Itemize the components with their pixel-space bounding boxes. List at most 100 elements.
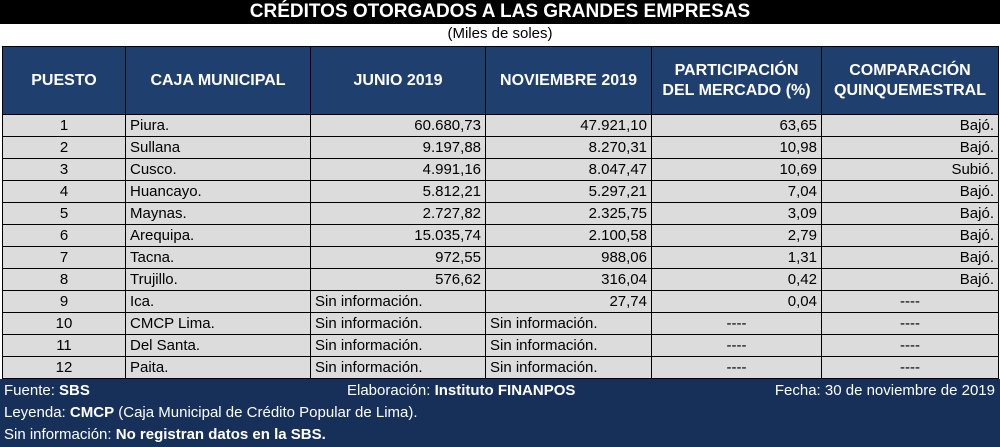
cell-participacion: 7,04: [651, 180, 822, 203]
cell-participacion: 63,65: [651, 114, 822, 137]
cell-caja: Ica.: [125, 290, 311, 313]
table-row: 5 Maynas. 2.727,82 2.325,75 3,09 Bajó.: [2, 202, 999, 225]
table-row: 6 Arequipa. 15.035,74 2.100,58 2,79 Bajó.: [2, 224, 999, 247]
cell-caja: Del Santa.: [125, 334, 311, 357]
cell-noviembre: 2.100,58: [485, 224, 652, 247]
leyenda-rest: (Caja Municipal de Crédito Popular de Li…: [118, 404, 418, 421]
cell-participacion: 1,31: [651, 246, 822, 269]
cell-participacion: 10,69: [651, 158, 822, 181]
fuente-label: Fuente:: [4, 382, 55, 399]
header-participacion-line1: PARTICIPACIÓN: [674, 61, 799, 79]
cell-comparacion: ----: [821, 290, 999, 313]
cell-junio: 15.035,74: [310, 224, 486, 247]
cell-participacion: 0,42: [651, 268, 822, 291]
cell-caja: Trujillo.: [125, 268, 311, 291]
cell-puesto: 12: [2, 356, 126, 379]
cell-comparacion: ----: [821, 312, 999, 335]
header-comparacion-line2: QUINQUEMESTRAL: [834, 81, 986, 99]
cell-comparacion: ----: [821, 356, 999, 379]
credits-table: PUESTO CAJA MUNICIPAL JUNIO 2019 NOVIEMB…: [2, 46, 999, 379]
footer-fecha: Fecha: 30 de noviembre de 2019: [774, 382, 995, 399]
table-row: 3 Cusco. 4.991,16 8.047,47 10,69 Subió.: [2, 158, 999, 181]
report-title: CRÉDITOS OTORGADOS A LAS GRANDES EMPRESA…: [0, 0, 1000, 24]
table-row: 2 Sullana 9.197,88 8.270,31 10,98 Bajó.: [2, 136, 999, 159]
cell-caja: Cusco.: [125, 158, 311, 181]
cell-caja: Piura.: [125, 114, 311, 137]
table-row: 11 Del Santa. Sin información. Sin informac…: [2, 334, 999, 357]
elaboracion-label: Elaboración:: [347, 382, 431, 399]
leyenda-bold: CMCP: [69, 404, 115, 421]
table-header-row: PUESTO CAJA MUNICIPAL JUNIO 2019 NOVIEMB…: [2, 46, 999, 115]
cell-participacion: 0,04: [651, 290, 822, 313]
cell-participacion: ----: [651, 334, 822, 357]
cell-noviembre: 2.325,75: [485, 202, 652, 225]
cell-participacion: 10,98: [651, 136, 822, 159]
header-comparacion: COMPARACIÓN QUINQUEMESTRAL: [821, 46, 999, 115]
cell-puesto: 8: [2, 268, 126, 291]
cell-junio: 5.812,21: [310, 180, 486, 203]
header-caja-municipal: CAJA MUNICIPAL: [125, 46, 311, 115]
header-participacion-line2: DEL MERCADO (%): [662, 81, 811, 99]
cell-comparacion: Bajó.: [821, 202, 999, 225]
table-row: 4 Huancayo. 5.812,21 5.297,21 7,04 Bajó.: [2, 180, 999, 203]
cell-junio: 60.680,73: [310, 114, 486, 137]
table-row: 7 Tacna. 972,55 988,06 1,31 Bajó.: [2, 246, 999, 269]
cell-puesto: 3: [2, 158, 126, 181]
header-comparacion-line1: COMPARACIÓN: [849, 61, 971, 79]
cell-puesto: 7: [2, 246, 126, 269]
cell-puesto: 4: [2, 180, 126, 203]
cell-junio: 972,55: [310, 246, 486, 269]
cell-puesto: 9: [2, 290, 126, 313]
header-junio-2019: JUNIO 2019: [310, 46, 486, 115]
cell-comparacion: Bajó.: [821, 246, 999, 269]
cell-junio: 2.727,82: [310, 202, 486, 225]
cell-caja: Paita.: [125, 356, 311, 379]
elaboracion-value: Instituto FINANPOS: [434, 382, 576, 399]
cell-comparacion: Bajó.: [821, 114, 999, 137]
report-subtitle: (Miles de soles): [0, 24, 1000, 46]
footer: Fuente: SBS Elaboración: Instituto FINAN…: [0, 379, 1000, 447]
sininfo-value: No registran datos en la SBS.: [115, 426, 326, 443]
table-row: 12 Paita. Sin información. Sin información.…: [2, 356, 999, 379]
cell-puesto: 5: [2, 202, 126, 225]
table-row: 8 Trujillo. 576,62 316,04 0,42 Bajó.: [2, 268, 999, 291]
cell-puesto: 10: [2, 312, 126, 335]
cell-participacion: 3,09: [651, 202, 822, 225]
cell-puesto: 11: [2, 334, 126, 357]
cell-caja: Huancayo.: [125, 180, 311, 203]
fuente-value: SBS: [59, 382, 90, 399]
footer-elaboracion: Elaboración: Instituto FINANPOS: [347, 381, 575, 401]
cell-comparacion: Bajó.: [821, 136, 999, 159]
header-participacion: PARTICIPACIÓN DEL MERCADO (%): [651, 46, 822, 115]
cell-noviembre: 8.270,31: [485, 136, 652, 159]
table-row: 9 Ica. Sin información. 27,74 0,04 ----: [2, 290, 999, 313]
cell-puesto: 1: [2, 114, 126, 137]
cell-noviembre: 988,06: [485, 246, 652, 269]
cell-comparacion: Subió.: [821, 158, 999, 181]
cell-noviembre: 47.921,10: [485, 114, 652, 137]
cell-participacion: 2,79: [651, 224, 822, 247]
table-body: 1 Piura. 60.680,73 47.921,10 63,65 Bajó. 2 Sull…: [2, 114, 999, 379]
cell-noviembre: Sin información.: [485, 312, 652, 335]
cell-noviembre: 8.047,47: [485, 158, 652, 181]
footer-sin-informacion: Sin información: No registran datos en l…: [4, 425, 326, 445]
cell-junio: Sin información.: [310, 356, 486, 379]
cell-caja: Arequipa.: [125, 224, 311, 247]
footer-fuente: Fuente: SBS: [4, 381, 90, 401]
cell-comparacion: Bajó.: [821, 180, 999, 203]
header-noviembre-2019: NOVIEMBRE 2019: [485, 46, 652, 115]
cell-noviembre: 316,04: [485, 268, 652, 291]
cell-caja: CMCP Lima.: [125, 312, 311, 335]
table-row: 1 Piura. 60.680,73 47.921,10 63,65 Bajó.: [2, 114, 999, 137]
cell-comparacion: ----: [821, 334, 999, 357]
cell-noviembre: Sin información.: [485, 356, 652, 379]
cell-junio: Sin información.: [310, 312, 486, 335]
cell-junio: Sin información.: [310, 290, 486, 313]
cell-comparacion: Bajó.: [821, 268, 999, 291]
cell-junio: 9.197,88: [310, 136, 486, 159]
cell-caja: Sullana: [125, 136, 311, 159]
cell-noviembre: 27,74: [485, 290, 652, 313]
cell-junio: Sin información.: [310, 334, 486, 357]
cell-junio: 576,62: [310, 268, 486, 291]
